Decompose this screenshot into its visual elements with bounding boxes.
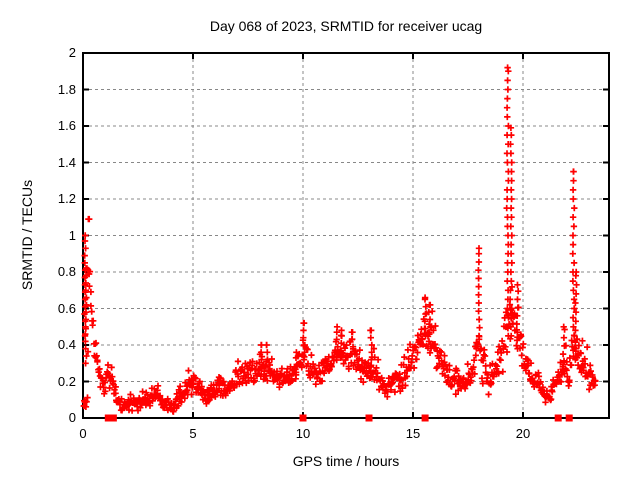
chart-title: Day 068 of 2023, SRMTID for receiver uca…: [209, 18, 483, 34]
x-tick-label: 15: [405, 426, 421, 441]
y-tick-label: 1.6: [57, 118, 76, 133]
x-axis-label: GPS time / hours: [292, 453, 400, 469]
srmtid-data-points: [80, 64, 599, 415]
axis-event-markers: [104, 414, 573, 422]
y-tick-label: 0.6: [57, 300, 76, 316]
y-tick-label: 0.8: [57, 264, 76, 279]
grid-lines: [83, 53, 609, 418]
y-tick-label: 1.2: [57, 191, 76, 206]
x-tick-label: 10: [295, 426, 311, 441]
x-tick-label: 0: [79, 426, 87, 441]
y-tick-label: 0: [68, 410, 76, 425]
y-tick-label: 1: [68, 227, 76, 243]
y-tick-label: 1.4: [57, 154, 76, 170]
y-tick-label: 2: [68, 45, 76, 60]
y-tick-label: 0.4: [57, 337, 76, 352]
y-tick-label: 1.8: [57, 81, 76, 97]
y-tick-label: 0.2: [57, 373, 76, 389]
x-tick-label: 20: [515, 426, 531, 441]
x-tick-label: 5: [189, 426, 197, 441]
